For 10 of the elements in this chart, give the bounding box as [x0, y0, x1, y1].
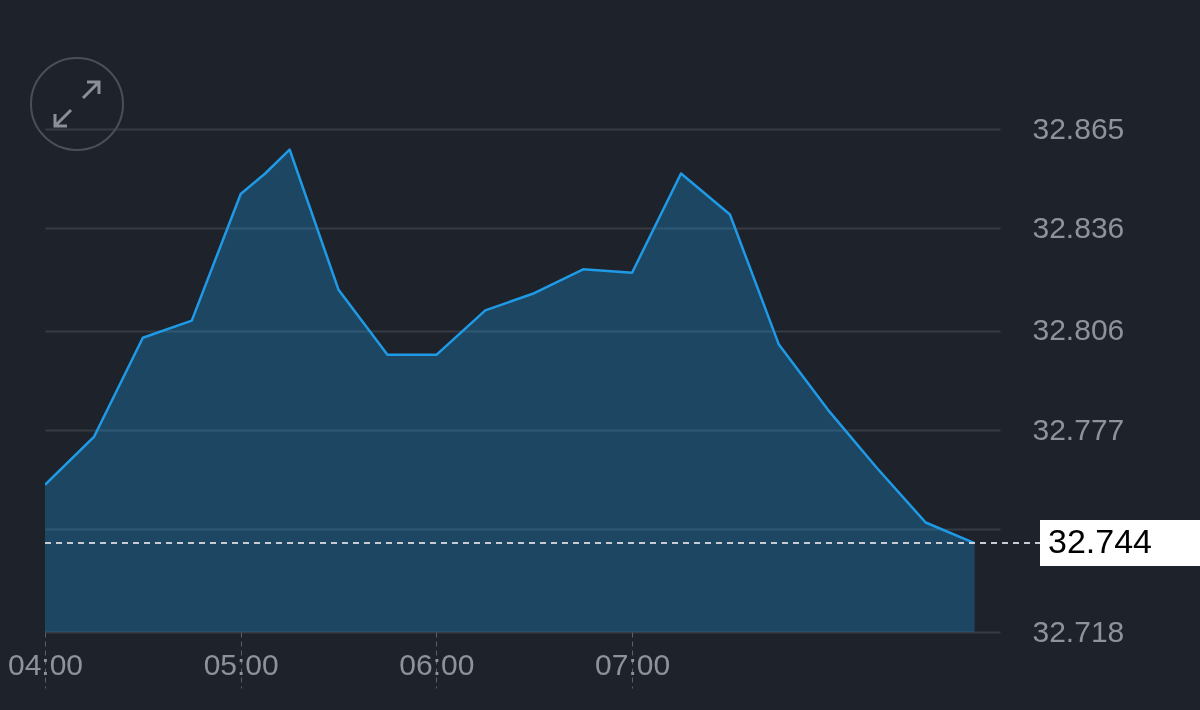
y-tick-label: 32.836 — [1032, 210, 1125, 244]
y-tick-label: 32.865 — [1032, 111, 1125, 145]
x-tick-label: 07:00 — [595, 647, 671, 681]
x-tick-label: 04:00 — [7, 647, 84, 681]
ref-line-label: 32.744 — [1048, 522, 1152, 561]
y-tick-label: 32.718 — [1032, 614, 1125, 648]
y-tick-label: 32.777 — [1032, 412, 1125, 446]
x-tick-label: 05:00 — [203, 647, 279, 681]
x-tick-label: 06:00 — [399, 647, 475, 681]
y-tick-label: 32.806 — [1032, 313, 1125, 347]
